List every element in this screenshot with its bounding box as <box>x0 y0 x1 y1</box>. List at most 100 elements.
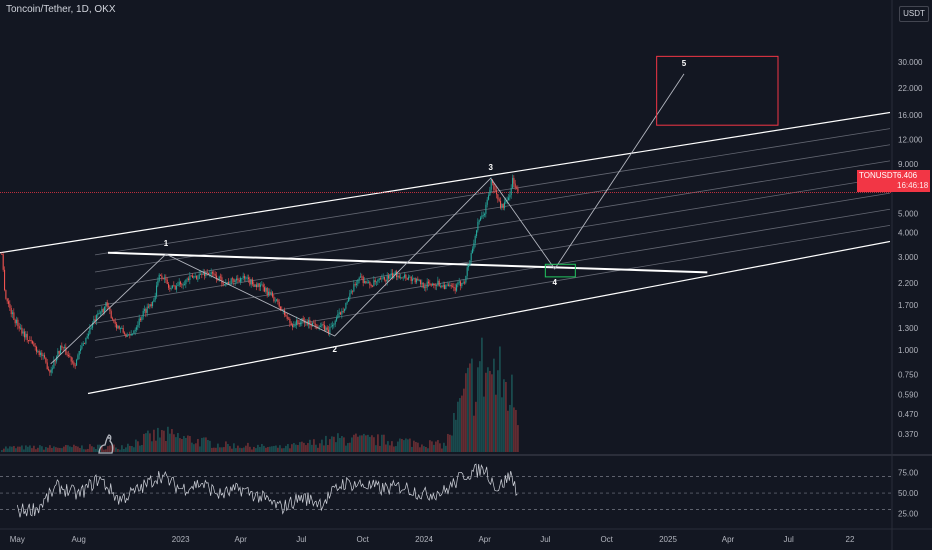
candle-body <box>18 326 20 329</box>
y-tick-label: 4.000 <box>898 229 919 238</box>
wave-label: 3 <box>488 163 493 172</box>
candle-body <box>489 189 491 196</box>
candle-body <box>9 303 11 308</box>
volume-bar <box>395 446 397 452</box>
candle-body <box>469 260 471 266</box>
candle-body <box>364 280 366 283</box>
volume-bar <box>511 374 513 452</box>
candle-body <box>177 285 179 287</box>
candle-body <box>157 280 159 286</box>
candle-body <box>328 329 330 334</box>
x-tick-label: Aug <box>72 535 86 544</box>
y-tick-label: 0.470 <box>898 410 919 419</box>
candle-body <box>218 276 220 281</box>
volume-bar <box>97 444 99 452</box>
x-tick-label: Apr <box>722 535 735 544</box>
candle-body <box>317 326 319 328</box>
volume-bar <box>197 438 199 452</box>
volume-bar <box>289 448 291 452</box>
candle-body <box>378 278 380 280</box>
volume-bar <box>223 447 225 452</box>
candle-body <box>14 319 16 324</box>
candle-body <box>238 279 240 282</box>
candle-body <box>292 325 294 327</box>
volume-bar <box>151 441 153 452</box>
volume-bar <box>359 435 361 452</box>
volume-bar <box>23 449 25 452</box>
volume-bar <box>325 435 327 452</box>
candle-body <box>486 199 488 205</box>
candle-body <box>428 281 430 284</box>
volume-bar <box>287 444 289 452</box>
candle-body <box>496 190 498 195</box>
candle-body <box>262 284 264 288</box>
candle-body <box>324 325 326 332</box>
candle-body <box>221 277 223 284</box>
volume-bar <box>273 446 275 452</box>
volume-bar <box>489 370 491 452</box>
candle-body <box>277 299 279 303</box>
volume-bar <box>355 433 357 452</box>
candle-body <box>44 355 46 358</box>
candle-body <box>365 280 367 284</box>
candle-body <box>121 328 123 329</box>
candle-body <box>465 275 467 283</box>
candle-body <box>409 276 411 278</box>
candle-body <box>386 275 388 282</box>
candle-body <box>130 334 132 336</box>
volume-bar <box>185 437 187 452</box>
volume-bar <box>337 433 339 452</box>
candle-body <box>174 285 176 290</box>
candle-body <box>168 284 170 288</box>
candle-body <box>140 318 142 321</box>
candle-body <box>416 278 418 283</box>
volume-bar <box>149 433 151 452</box>
candle-body <box>385 279 387 282</box>
volume-bar <box>213 447 215 452</box>
wave-label: 2 <box>332 345 337 354</box>
volume-bar <box>47 447 49 452</box>
volume-bar <box>215 447 217 452</box>
candle-body <box>230 278 232 284</box>
volume-bar <box>437 440 439 452</box>
volume-bar <box>431 441 433 452</box>
y-tick-label: 2.200 <box>898 279 919 288</box>
volume-bar <box>33 445 35 452</box>
volume-bar <box>407 439 409 452</box>
tradingview-logo-icon[interactable] <box>97 433 115 455</box>
currency-unit-button[interactable]: USDT <box>899 6 929 22</box>
candle-body <box>5 290 7 299</box>
volume-bar <box>399 438 401 452</box>
candle-body <box>254 284 256 287</box>
candle-body <box>248 277 250 279</box>
candle-body <box>264 287 266 292</box>
volume-bar <box>267 447 269 452</box>
volume-bar <box>441 448 443 452</box>
volume-bar <box>435 441 437 452</box>
candle-body <box>377 279 379 282</box>
candle-body <box>373 280 375 287</box>
candle-body <box>362 276 364 283</box>
volume-bar <box>455 419 457 452</box>
volume-bar <box>221 447 223 452</box>
volume-bar <box>7 448 9 452</box>
candle-body <box>296 320 298 326</box>
volume-bar <box>41 446 43 452</box>
candle-body <box>389 274 391 279</box>
candle-body <box>97 313 99 316</box>
candle-body <box>452 286 454 288</box>
volume-bar <box>187 435 189 452</box>
volume-bar <box>327 445 329 452</box>
volume-bar <box>475 401 477 452</box>
candle-body <box>484 213 486 216</box>
candle-body <box>101 308 103 313</box>
x-tick-label: Jul <box>784 535 794 544</box>
candle-body <box>142 310 144 317</box>
candle-body <box>340 312 342 315</box>
candle-body <box>198 274 200 279</box>
candle-body <box>434 285 436 286</box>
volume-bar <box>459 398 461 452</box>
candle-body <box>94 319 96 321</box>
volume-bar <box>349 442 351 452</box>
